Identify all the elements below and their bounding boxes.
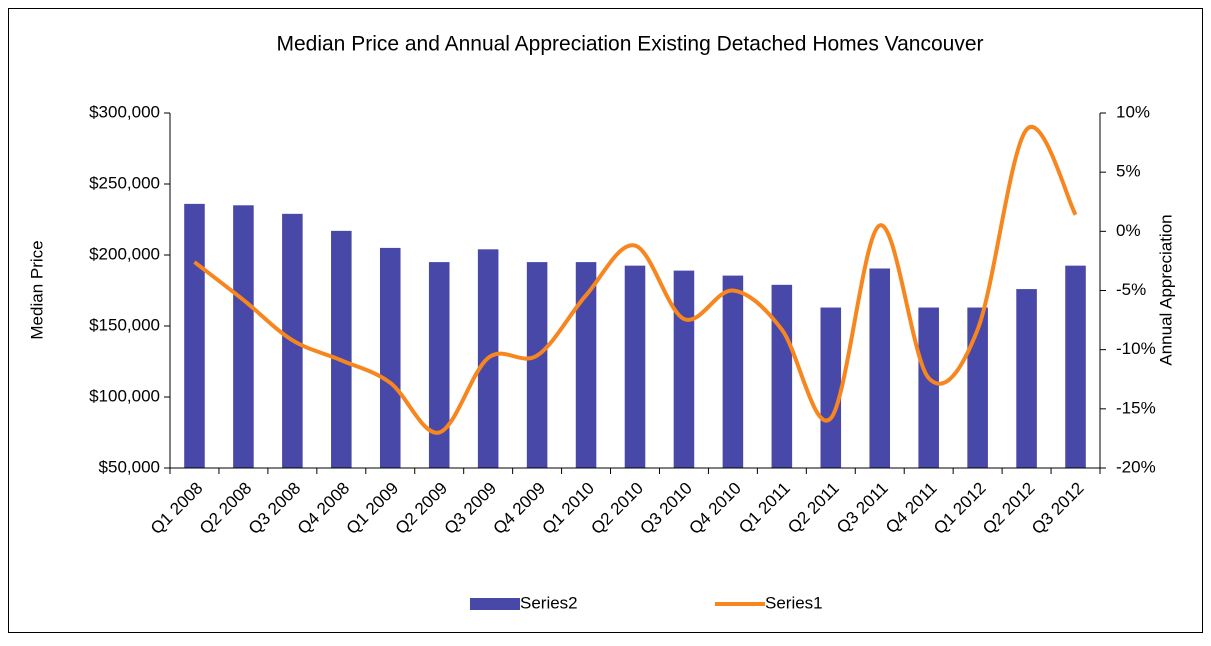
bar xyxy=(428,262,450,468)
legend-swatch xyxy=(470,598,520,610)
y-tick-label: $50,000 xyxy=(99,457,160,476)
y-tick-label: $150,000 xyxy=(89,315,160,334)
y2-tick-label: 0% xyxy=(1116,221,1141,240)
y-tick-label: $100,000 xyxy=(89,386,160,405)
y2-tick-label: 10% xyxy=(1116,102,1150,121)
bar xyxy=(967,307,988,468)
y2-tick-label: 5% xyxy=(1116,162,1141,181)
legend-label: Series1 xyxy=(765,593,823,612)
bar xyxy=(331,230,352,468)
bar xyxy=(820,307,842,468)
y-axis-title: Median Price xyxy=(27,240,46,339)
bar xyxy=(575,262,597,468)
bar xyxy=(379,247,401,468)
y2-tick-label: -15% xyxy=(1116,398,1156,417)
y2-axis-title: Annual Appreciation xyxy=(1156,214,1175,365)
bar xyxy=(184,203,205,468)
y-tick-label: $300,000 xyxy=(89,102,160,121)
bar xyxy=(722,275,744,468)
bar xyxy=(771,284,793,468)
y-tick-label: $250,000 xyxy=(89,173,160,192)
y2-tick-label: -5% xyxy=(1116,280,1146,299)
bar xyxy=(526,262,548,468)
bar xyxy=(233,205,254,469)
chart-frame xyxy=(8,8,1203,633)
y2-tick-label: -10% xyxy=(1116,339,1156,358)
chart-title: Median Price and Annual Appreciation Exi… xyxy=(276,33,983,56)
y2-tick-label: -20% xyxy=(1116,457,1156,476)
bar xyxy=(918,307,939,468)
bar xyxy=(869,268,891,468)
bar xyxy=(624,265,646,468)
legend-label: Series2 xyxy=(520,593,578,612)
bar xyxy=(1065,265,1086,468)
bar xyxy=(673,270,695,468)
y-tick-label: $200,000 xyxy=(89,244,160,263)
bar xyxy=(1016,289,1037,468)
line xyxy=(193,124,1078,435)
